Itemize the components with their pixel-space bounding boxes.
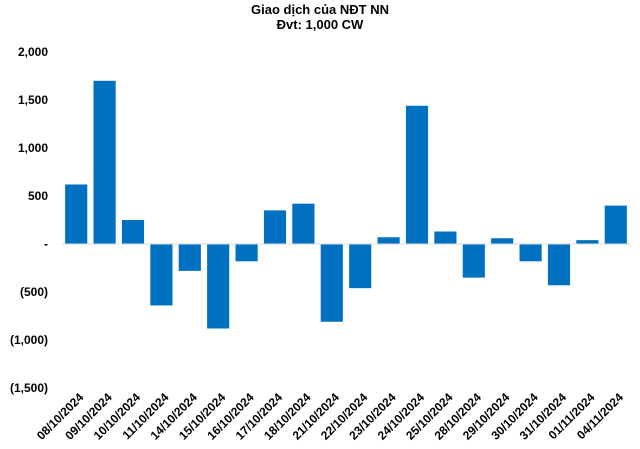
bar-series [65, 80, 627, 329]
bar [547, 244, 571, 286]
bar [604, 205, 627, 244]
bar [235, 244, 258, 262]
bar [320, 244, 343, 322]
bar [377, 237, 400, 244]
bar [207, 244, 230, 329]
bar [263, 210, 287, 244]
bar [434, 231, 457, 244]
y-tick-label: (1,000) [10, 333, 48, 347]
y-tick-label: 1,500 [18, 93, 48, 107]
chart-title: Giao dịch của NĐT NN [251, 2, 389, 17]
bar [150, 244, 173, 306]
bar [292, 203, 315, 244]
bar [178, 244, 201, 271]
y-axis-tick-labels: (1,500) (1,000) (500) - 500 1,000 1,500 2,000 [10, 45, 48, 395]
y-tick-label: 2,000 [18, 45, 48, 59]
chart-subtitle: Đvt: 1,000 CW [276, 17, 364, 32]
bar [93, 80, 116, 244]
bar [349, 244, 372, 289]
bar [491, 238, 514, 244]
bar [576, 240, 599, 244]
bar [65, 184, 88, 244]
y-tick-label: 1,000 [18, 141, 48, 155]
bar [462, 244, 485, 278]
bar [121, 220, 145, 244]
x-axis-tick-labels: 08/10/202409/10/202410/10/202411/10/2024… [34, 390, 626, 443]
bar [519, 244, 542, 262]
y-tick-label: (1,500) [10, 381, 48, 395]
y-tick-label: (500) [20, 285, 48, 299]
y-tick-label: 500 [28, 189, 48, 203]
y-tick-label: - [44, 237, 48, 251]
bar [405, 105, 429, 244]
